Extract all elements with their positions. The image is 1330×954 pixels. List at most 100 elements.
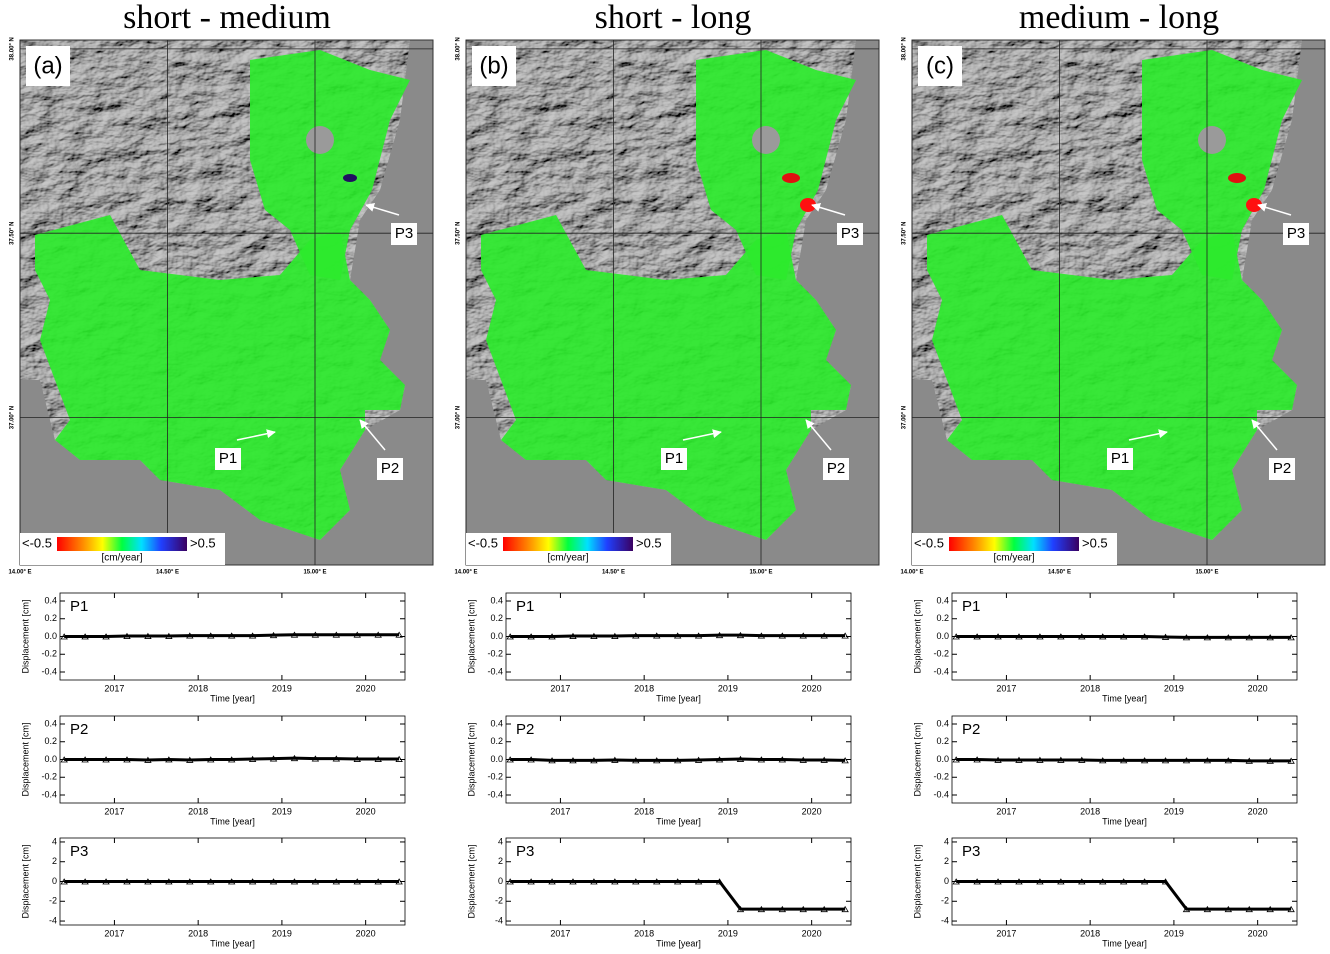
annotation-box	[391, 223, 417, 245]
point	[590, 632, 598, 639]
y-axis-label: Displacement [cm]	[20, 844, 30, 918]
point	[527, 756, 535, 763]
y-axis-label: Displacement [cm]	[466, 599, 476, 673]
point	[1036, 633, 1044, 640]
map	[19, 39, 434, 566]
x-axis-label: Time [year]	[1102, 693, 1147, 703]
point	[395, 631, 403, 638]
x-tick-label: 2020	[802, 806, 822, 816]
map-x-tick-label: 14.50° E	[1048, 570, 1071, 576]
point	[1266, 757, 1274, 764]
point	[548, 633, 556, 640]
point	[395, 878, 403, 885]
point	[60, 633, 68, 640]
point	[820, 905, 828, 913]
point	[227, 632, 236, 639]
colorbar-max: >0.5	[636, 535, 662, 550]
x-axis-label: Time [year]	[210, 693, 255, 703]
point	[1140, 757, 1149, 764]
x-tick-label: 2019	[718, 683, 738, 693]
annotation: P1	[665, 450, 683, 467]
panel-label: (b)	[479, 52, 508, 79]
point	[715, 878, 724, 885]
y-axis-label: Displacement [cm]	[466, 722, 476, 796]
x-tick-label: 2019	[718, 928, 738, 938]
point	[527, 878, 535, 885]
y-tick-label: 0.4	[44, 718, 57, 728]
point	[165, 756, 173, 763]
map-y-tick-label: 37.50° N	[902, 221, 908, 244]
series-label: P2	[516, 721, 534, 738]
point	[590, 878, 598, 885]
point	[1015, 633, 1023, 640]
point	[841, 632, 849, 639]
y-tick-label: 0.0	[490, 754, 503, 764]
point	[1099, 757, 1107, 764]
colorbar-min: <-0.5	[468, 535, 498, 550]
point	[207, 632, 215, 639]
point	[1245, 905, 1253, 913]
point	[290, 631, 299, 638]
series-line	[510, 880, 846, 911]
point	[994, 756, 1002, 763]
x-tick-label: 2019	[272, 683, 292, 693]
point	[757, 756, 766, 763]
y-tick-label: -0.4	[487, 666, 503, 676]
map	[465, 39, 880, 566]
panel-label: (c)	[926, 52, 954, 79]
point	[269, 878, 278, 885]
y-tick-label: -2	[941, 896, 949, 906]
time-series: 4 2 0 -2 -4 2017 2018 2019 2020 Time [year] Displa…	[20, 836, 406, 948]
panel-title: short - long	[595, 0, 752, 36]
series-line	[510, 633, 846, 638]
point	[1266, 634, 1274, 641]
point	[506, 878, 514, 885]
etna-summit	[306, 126, 334, 154]
y-axis-label: Displacement [cm]	[20, 599, 30, 673]
annotation-arrow	[359, 419, 386, 451]
colorbar-max: >0.5	[1082, 535, 1108, 550]
point	[332, 878, 341, 885]
point	[952, 633, 960, 640]
series-label: P1	[70, 598, 88, 615]
map-y-tick-label: 37.50° N	[456, 221, 462, 244]
y-axis-label: Displacement [cm]	[20, 722, 30, 796]
point	[1119, 633, 1128, 640]
map-x-tick-label: 14.00° E	[8, 570, 31, 576]
x-tick-label: 2019	[1164, 806, 1184, 816]
y-tick-label: -4	[495, 915, 503, 925]
point	[269, 631, 278, 639]
x-axis-label: Time [year]	[656, 693, 701, 703]
map-y-tick-label: 37.00° N	[902, 406, 908, 429]
series-label: P3	[516, 843, 534, 860]
point	[632, 878, 640, 885]
y-tick-label: 0.2	[44, 613, 57, 623]
point	[123, 878, 131, 885]
point	[1266, 905, 1274, 913]
point	[332, 755, 341, 762]
point	[778, 905, 787, 913]
point	[1224, 905, 1233, 913]
annotation-arrow	[365, 203, 400, 216]
subsidence	[1228, 173, 1246, 183]
x-tick-label: 2019	[272, 806, 292, 816]
point	[736, 631, 745, 639]
point	[820, 632, 828, 639]
annotation: P1	[1111, 450, 1129, 467]
point	[1224, 634, 1233, 641]
annotation-box	[377, 458, 403, 480]
map-x-tick-label: 14.00° E	[900, 570, 923, 576]
point	[1287, 905, 1295, 913]
y-tick-label: 0.4	[936, 595, 949, 605]
y-tick-label: 0.0	[44, 754, 57, 764]
point	[144, 878, 152, 885]
y-tick-label: 0.2	[490, 613, 503, 623]
y-tick-label: 0.0	[936, 631, 949, 641]
annotation-arrow	[805, 419, 832, 451]
point	[290, 878, 299, 885]
point	[1119, 757, 1128, 764]
y-tick-label: -2	[49, 896, 57, 906]
deformation-etna	[250, 50, 410, 280]
x-tick-label: 2017	[104, 683, 124, 693]
